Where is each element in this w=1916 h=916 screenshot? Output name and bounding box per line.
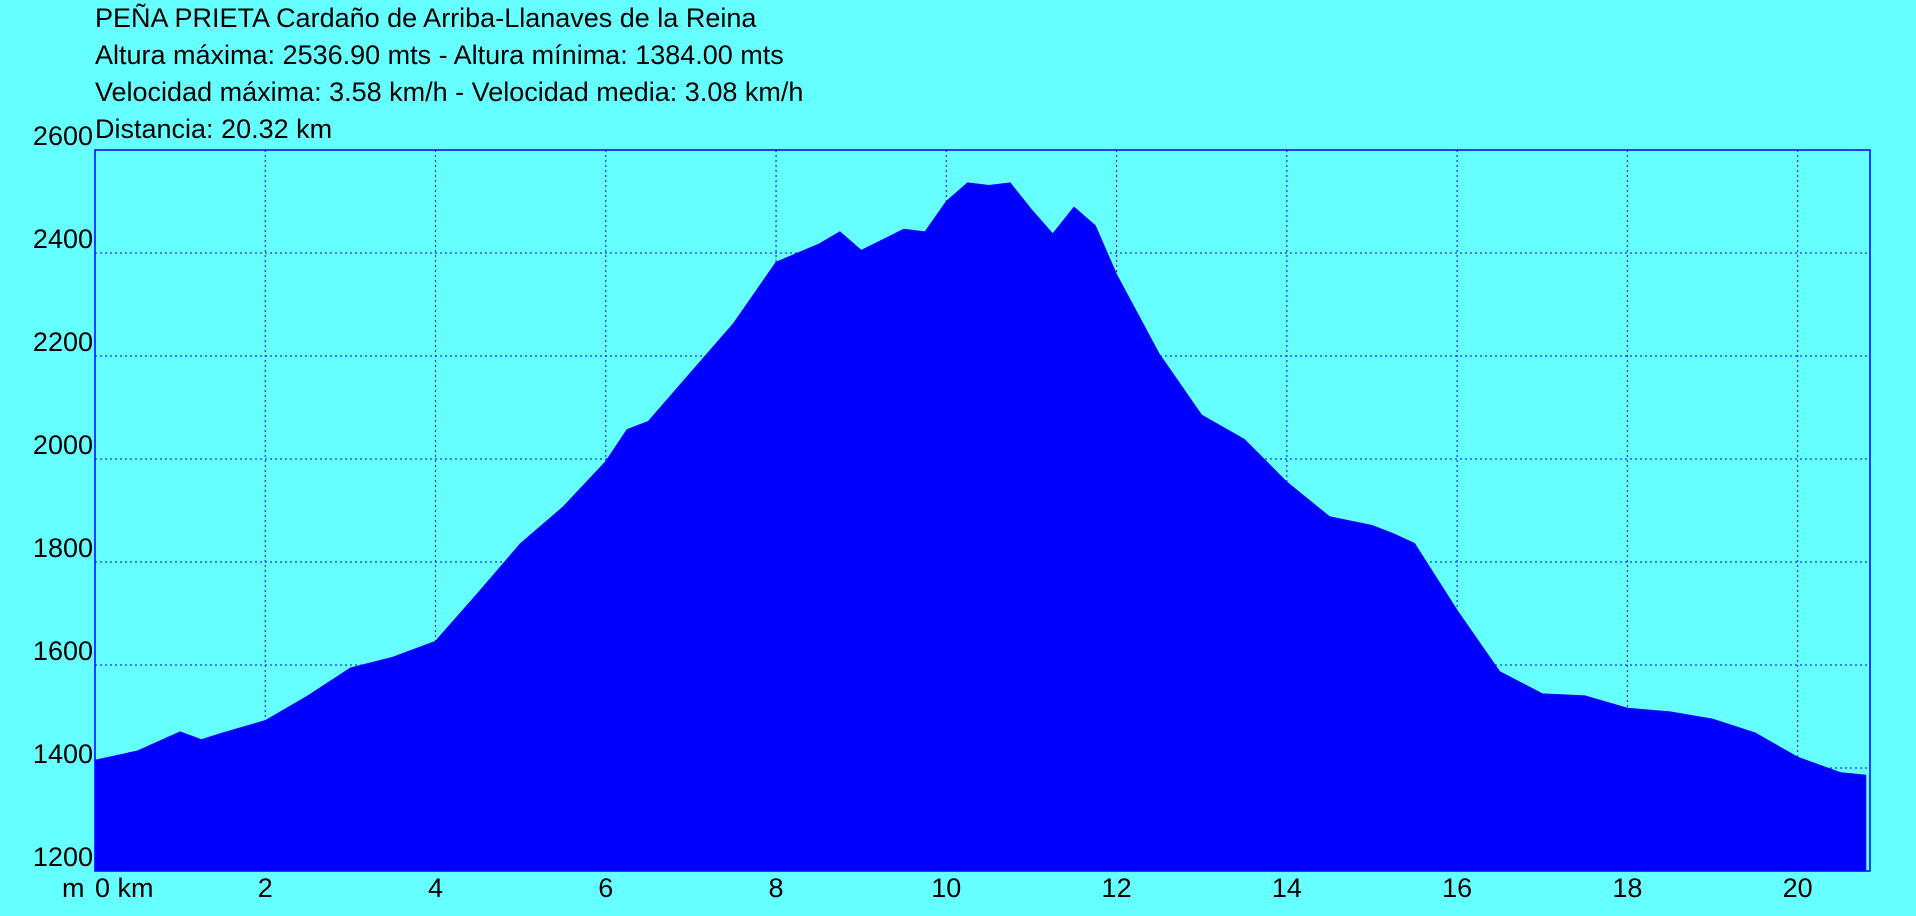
y-tick-label: 2200 [33,327,93,357]
y-tick-label: 1600 [33,636,93,666]
x-tick-label: 18 [1612,873,1642,903]
y-unit: m [62,873,85,903]
y-tick-label: 1200 [33,842,93,872]
x-tick-label: 10 [931,873,961,903]
x-tick-label: 16 [1442,873,1472,903]
plot-border [94,149,1871,872]
x-tick-label: 8 [769,873,784,903]
subtitle: Distancia: 20.32 km [95,114,332,144]
x-tick-label: 6 [598,873,613,903]
subtitle: Altura máxima: 2536.90 mts - Altura míni… [95,40,784,70]
x-tick-label: 2 [258,873,273,903]
y-tick-label: 2600 [33,121,93,151]
y-tick-label: 1800 [33,533,93,563]
y-tick-label: 1400 [33,739,93,769]
x-tick-label: 20 [1783,873,1813,903]
x-tick-label: 14 [1272,873,1302,903]
x-tick-label: 0 km [95,873,154,903]
y-tick-label: 2400 [33,224,93,254]
x-tick-label: 4 [428,873,443,903]
x-tick-label: 12 [1102,873,1132,903]
chart-title: PEÑA PRIETA Cardaño de Arriba-Llanaves d… [95,2,757,33]
y-tick-label: 2000 [33,430,93,460]
subtitle: Velocidad máxima: 3.58 km/h - Velocidad … [95,77,803,107]
